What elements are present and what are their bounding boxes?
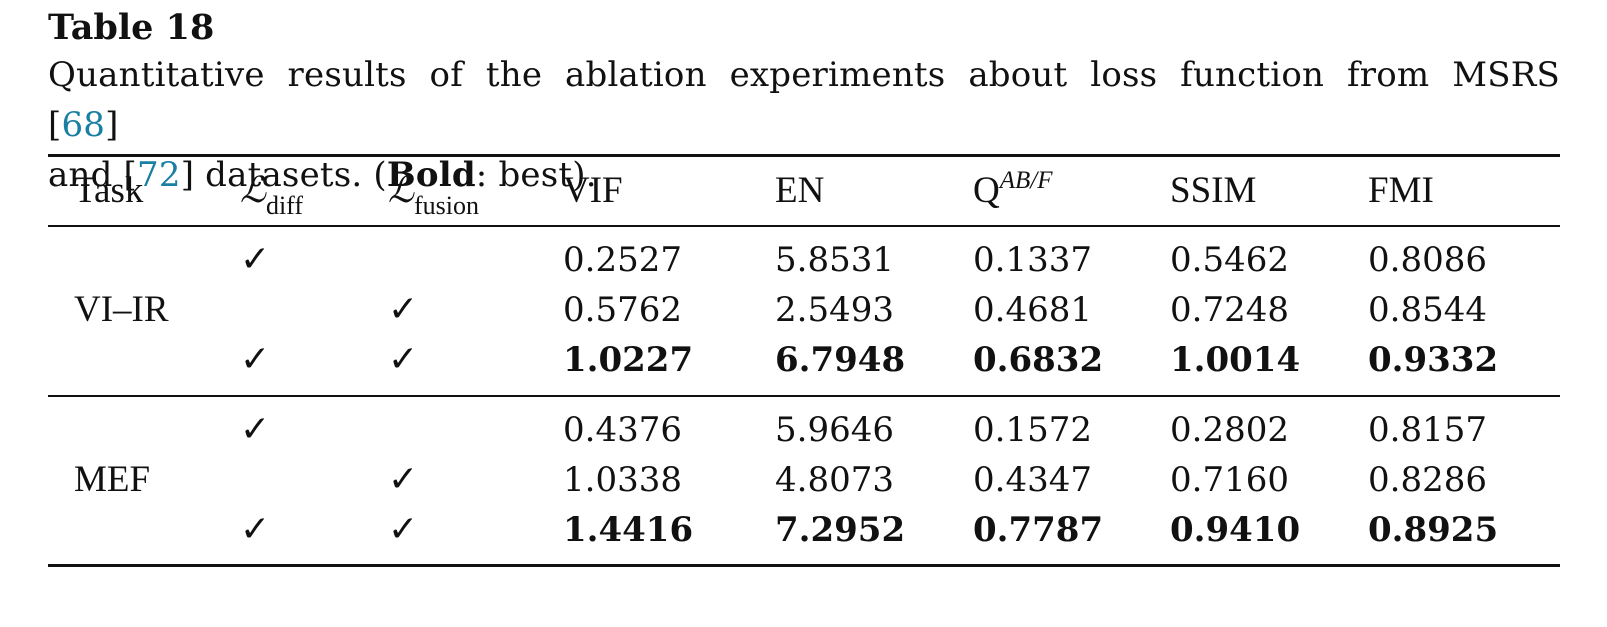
check-mark-icon: ✓ bbox=[240, 239, 271, 280]
citation-link-68[interactable]: 68 bbox=[61, 105, 106, 145]
cell-en: 5.8531 bbox=[775, 240, 894, 280]
header-task: Task bbox=[74, 170, 144, 211]
check-mark-icon: ✓ bbox=[388, 289, 419, 330]
table-header-rule bbox=[48, 225, 1560, 227]
cell-qabf: 0.4681 bbox=[973, 290, 1092, 330]
citation-link-72[interactable]: 72 bbox=[137, 155, 181, 195]
cell-fmi-best: 0.8925 bbox=[1368, 510, 1499, 550]
check-mark-icon: ✓ bbox=[240, 339, 271, 380]
qabf-superscript: AB/F bbox=[999, 167, 1053, 194]
qabf-base: Q bbox=[973, 170, 1000, 211]
cell-ssim: 0.5462 bbox=[1170, 240, 1289, 280]
cell-qabf-best: 0.6832 bbox=[973, 340, 1104, 380]
cell-fmi-best: 0.9332 bbox=[1368, 340, 1499, 380]
cell-fmi: 0.8157 bbox=[1368, 410, 1487, 450]
cell-qabf: 0.4347 bbox=[973, 460, 1092, 500]
cell-vif-best: 1.4416 bbox=[563, 510, 694, 550]
header-l-diff: ℒdiff bbox=[240, 169, 303, 220]
cell-qabf-best: 0.7787 bbox=[973, 510, 1104, 550]
header-qabf: QAB/F bbox=[973, 167, 1053, 213]
caption-text: : best). bbox=[475, 155, 597, 195]
caption-text: ] datasets. ( bbox=[180, 155, 387, 195]
cell-vif: 0.4376 bbox=[563, 410, 682, 450]
table-top-rule bbox=[48, 154, 1560, 157]
cell-qabf: 0.1337 bbox=[973, 240, 1092, 280]
table-caption: Quantitative results of the ablation exp… bbox=[48, 50, 1560, 200]
check-mark-icon: ✓ bbox=[240, 409, 271, 450]
results-table: Task ℒdiff ℒfusion VIF EN QAB/F SSIM FMI… bbox=[48, 6, 1560, 606]
cell-en-best: 6.7948 bbox=[775, 340, 906, 380]
cell-ssim: 0.2802 bbox=[1170, 410, 1289, 450]
cell-en: 5.9646 bbox=[775, 410, 894, 450]
l-diff-subscript: diff bbox=[265, 191, 304, 220]
cell-fmi: 0.8544 bbox=[1368, 290, 1487, 330]
l-diff-symbol: ℒ bbox=[240, 170, 266, 211]
cell-ssim: 0.7160 bbox=[1170, 460, 1289, 500]
cell-en-best: 7.2952 bbox=[775, 510, 906, 550]
cell-ssim-best: 0.9410 bbox=[1170, 510, 1301, 550]
header-fmi: FMI bbox=[1368, 170, 1434, 211]
check-mark-icon: ✓ bbox=[240, 509, 271, 550]
cell-vif: 0.5762 bbox=[563, 290, 682, 330]
cell-qabf: 0.1572 bbox=[973, 410, 1092, 450]
table-figure: Table 18 Quantitative results of the abl… bbox=[48, 6, 1560, 200]
cell-en: 2.5493 bbox=[775, 290, 894, 330]
cell-vif-best: 1.0227 bbox=[563, 340, 694, 380]
table-bottom-rule bbox=[48, 564, 1560, 567]
caption-line-1: Quantitative results of the ablation exp… bbox=[48, 50, 1560, 150]
table-label: Table 18 bbox=[48, 7, 215, 48]
header-ssim: SSIM bbox=[1170, 170, 1257, 211]
l-fusion-subscript: fusion bbox=[413, 191, 479, 220]
header-en: EN bbox=[775, 170, 825, 211]
check-mark-icon: ✓ bbox=[388, 459, 419, 500]
cell-vif: 0.2527 bbox=[563, 240, 682, 280]
cell-vif: 1.0338 bbox=[563, 460, 682, 500]
caption-text: and [ bbox=[48, 155, 138, 195]
check-mark-icon: ✓ bbox=[388, 509, 419, 550]
header-l-fusion: ℒfusion bbox=[388, 169, 479, 220]
l-fusion-symbol: ℒ bbox=[388, 170, 414, 211]
task-label-mef: MEF bbox=[74, 459, 151, 500]
header-vif: VIF bbox=[563, 170, 623, 211]
caption-bold-word: Bold bbox=[386, 155, 476, 195]
cell-fmi: 0.8286 bbox=[1368, 460, 1487, 500]
table-group-rule bbox=[48, 395, 1560, 397]
caption-line-2: and [72] datasets. (Bold: best). bbox=[48, 150, 1560, 200]
cell-fmi: 0.8086 bbox=[1368, 240, 1487, 280]
cell-ssim: 0.7248 bbox=[1170, 290, 1289, 330]
cell-ssim-best: 1.0014 bbox=[1170, 340, 1301, 380]
task-label-vi-ir: VI–IR bbox=[74, 289, 169, 330]
caption-text: ] bbox=[105, 105, 119, 145]
check-mark-icon: ✓ bbox=[388, 339, 419, 380]
cell-en: 4.8073 bbox=[775, 460, 894, 500]
caption-text: Quantitative results of the ablation exp… bbox=[48, 55, 1560, 145]
